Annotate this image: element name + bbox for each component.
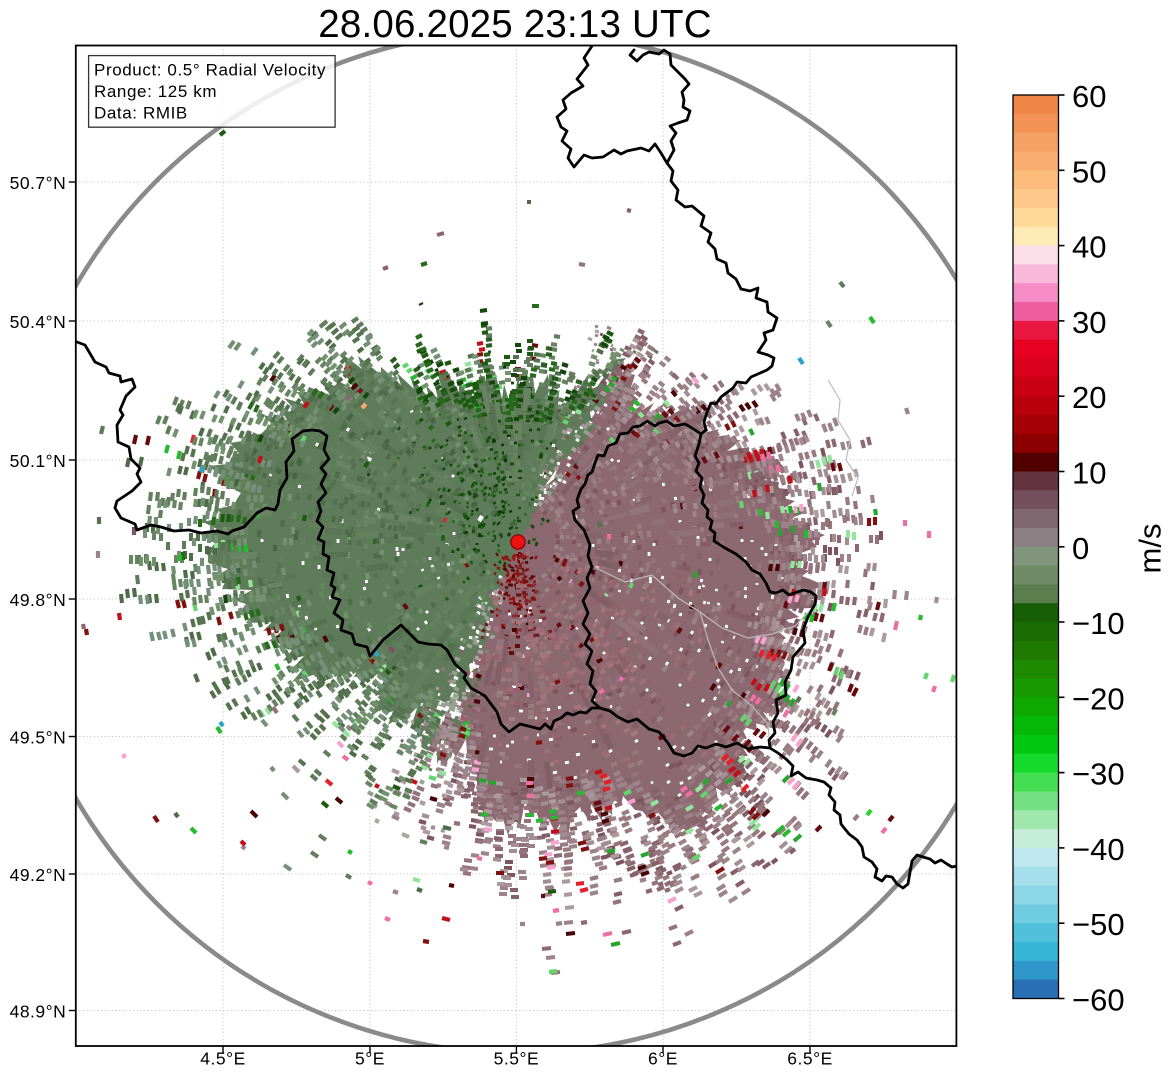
svg-text:−60: −60 [1072,983,1125,1018]
svg-text:50.7°N: 50.7°N [10,173,67,193]
svg-text:Product: 0.5° Radial Velocity: Product: 0.5° Radial Velocity [94,60,326,79]
svg-text:20: 20 [1072,380,1106,415]
svg-text:Data: RMIB: Data: RMIB [94,103,188,122]
svg-text:4.5°E: 4.5°E [200,1049,246,1069]
svg-text:49.5°N: 49.5°N [10,728,67,748]
svg-text:49.8°N: 49.8°N [10,590,67,610]
svg-text:6°E: 6°E [648,1049,678,1069]
svg-text:Range: 125 km: Range: 125 km [94,82,217,101]
svg-text:−40: −40 [1072,832,1125,867]
svg-text:−10: −10 [1072,606,1125,641]
svg-text:50: 50 [1072,154,1106,189]
svg-text:−50: −50 [1072,907,1125,942]
svg-text:−30: −30 [1072,757,1125,792]
svg-text:28.06.2025 23:13 UTC: 28.06.2025 23:13 UTC [318,3,712,46]
svg-text:6.5°E: 6.5°E [787,1049,833,1069]
svg-text:60: 60 [1072,79,1106,114]
svg-text:50.1°N: 50.1°N [10,451,67,471]
svg-text:m/s: m/s [1133,524,1168,574]
svg-text:30: 30 [1072,305,1106,340]
svg-text:50.4°N: 50.4°N [10,312,67,332]
svg-text:−20: −20 [1072,681,1125,716]
svg-text:40: 40 [1072,230,1106,265]
svg-text:5.5°E: 5.5°E [494,1049,540,1069]
svg-text:5°E: 5°E [355,1049,385,1069]
svg-text:10: 10 [1072,456,1106,491]
svg-text:48.9°N: 48.9°N [10,1002,67,1022]
svg-text:49.2°N: 49.2°N [10,865,67,885]
svg-text:0: 0 [1072,531,1089,566]
